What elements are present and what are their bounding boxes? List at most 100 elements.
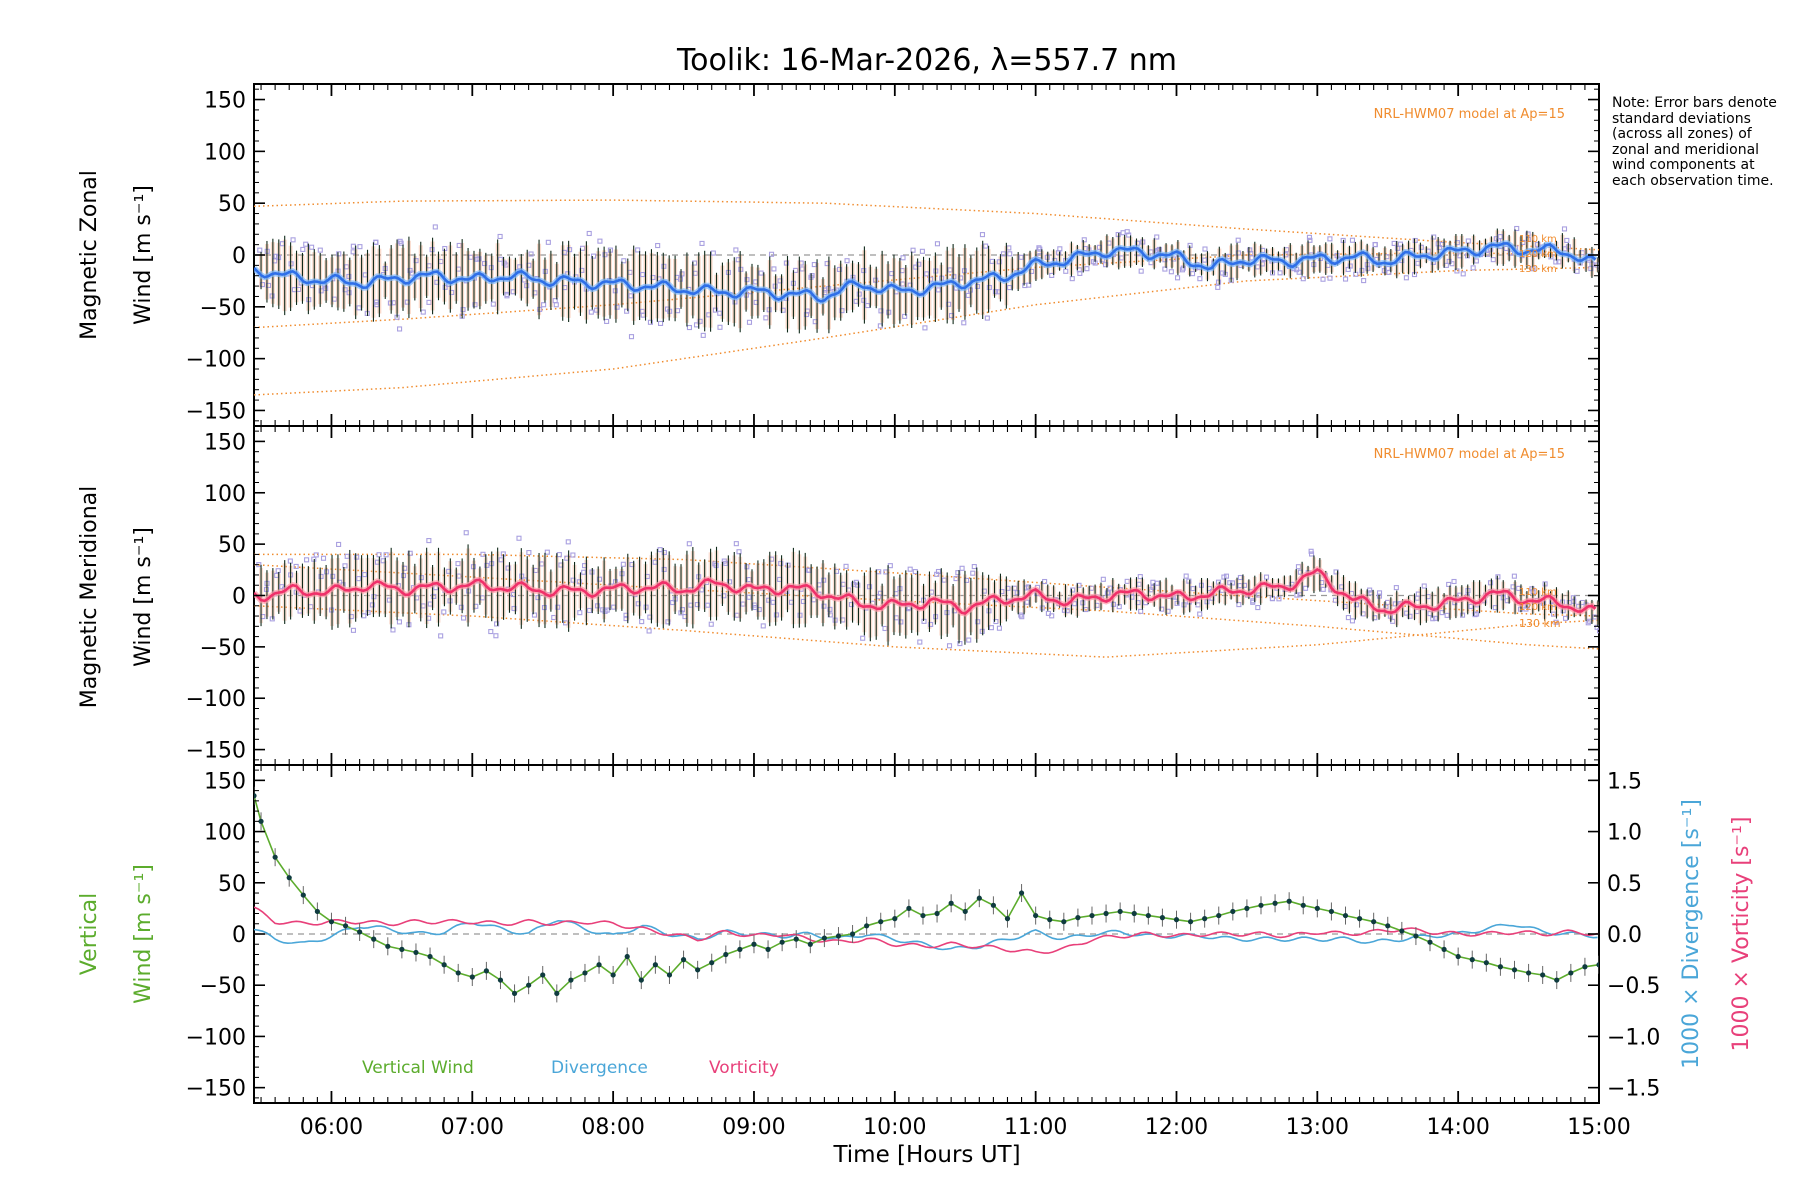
vertical-wind-point xyxy=(1314,905,1320,911)
zone-point xyxy=(1525,236,1531,243)
vorticity-line xyxy=(254,906,1598,954)
zone-point xyxy=(1446,581,1452,587)
zone-point xyxy=(621,258,627,264)
vertical-wind-point xyxy=(554,990,560,997)
zone-point xyxy=(526,550,532,556)
zone-point xyxy=(479,595,486,601)
zone-point xyxy=(1049,613,1055,619)
zone-point xyxy=(441,609,447,615)
zone-point xyxy=(1277,270,1283,276)
y-tick-label: 50 xyxy=(218,872,246,897)
zone-point xyxy=(426,299,432,305)
y-tick-label: −100 xyxy=(186,348,246,373)
meridional-model-alt-120: 120 km xyxy=(1519,602,1557,613)
zone-point xyxy=(531,612,538,618)
vertical-wind-point xyxy=(1497,964,1504,970)
zone-point xyxy=(1189,271,1196,277)
vertical-wind-point xyxy=(610,972,616,978)
y-tick-label: −150 xyxy=(186,399,246,424)
zone-point xyxy=(916,261,922,267)
zone-point xyxy=(620,561,626,567)
chart-title: Toolik: 16-Mar-2026, λ=557.7 nm xyxy=(676,43,1177,78)
vertical-wind-point xyxy=(1371,919,1377,925)
zone-point xyxy=(604,607,610,613)
zone-point xyxy=(369,602,375,608)
zone-point xyxy=(474,256,480,262)
zone-point xyxy=(1302,585,1309,591)
vertical-wind-point xyxy=(1089,912,1095,919)
zone-point xyxy=(463,530,469,536)
vertical-wind-point xyxy=(441,962,447,968)
vertical-wind-point xyxy=(1258,902,1264,908)
zone-point xyxy=(1168,269,1174,275)
zone-point xyxy=(565,539,571,545)
zone-point xyxy=(661,549,667,556)
zone-point xyxy=(317,247,323,253)
zone-point xyxy=(539,561,545,567)
zone-point xyxy=(480,551,486,557)
zone-point xyxy=(882,625,888,632)
x-tick-label: 13:00 xyxy=(1286,1115,1349,1140)
zone-point xyxy=(733,247,739,253)
zone-point xyxy=(279,584,285,590)
zone-point xyxy=(1183,573,1189,579)
zone-point xyxy=(1345,266,1351,273)
zone-point xyxy=(1124,578,1130,584)
zone-point xyxy=(811,262,817,268)
zone-point xyxy=(677,276,684,282)
zone-point xyxy=(612,288,618,294)
zonal-model-alt-120: 120 km xyxy=(1519,249,1557,260)
zone-point xyxy=(350,627,357,633)
zone-point xyxy=(1120,230,1126,236)
zone-point xyxy=(586,230,592,237)
vertical-ylabel-top: Vertical xyxy=(77,893,102,975)
vertical-wind-point xyxy=(709,960,715,966)
zone-point xyxy=(309,244,315,250)
zone-point xyxy=(1308,551,1315,557)
zone-point xyxy=(1349,237,1356,243)
zone-point xyxy=(1511,573,1517,579)
vertical-wind-point xyxy=(1244,905,1250,911)
vertical-wind-point xyxy=(1131,910,1137,917)
zone-point xyxy=(1014,590,1020,596)
zone-point xyxy=(1372,242,1378,248)
zone-point xyxy=(1588,266,1594,272)
y-tick-label: 0 xyxy=(232,585,246,610)
zone-point xyxy=(744,277,750,283)
zone-point xyxy=(821,577,827,583)
zone-point xyxy=(910,247,916,253)
vertical-wind-point xyxy=(1300,902,1306,908)
zone-point xyxy=(624,308,630,314)
zone-point xyxy=(1470,265,1476,271)
zone-point xyxy=(1263,574,1270,580)
zone-point xyxy=(1026,282,1032,288)
zone-point xyxy=(1255,605,1261,611)
x-tick-label: 11:00 xyxy=(1004,1115,1067,1140)
vertical-wind-line xyxy=(254,795,1599,995)
zone-point xyxy=(567,247,573,253)
vertical-wind-point xyxy=(1342,912,1349,919)
vertical-wind-point xyxy=(1525,970,1532,976)
zone-point xyxy=(744,564,750,570)
zone-point xyxy=(1202,257,1208,263)
zonal-ylabel-top: Magnetic Zonal xyxy=(77,170,102,340)
zone-point xyxy=(971,564,977,570)
zone-point xyxy=(438,633,444,639)
vertical-wind-point xyxy=(779,939,785,945)
zone-point xyxy=(1320,276,1326,282)
zone-point xyxy=(766,307,772,313)
vertical-wind-point xyxy=(300,892,306,898)
zone-point xyxy=(614,304,620,310)
zone-point xyxy=(269,616,275,622)
vertical-wind-point xyxy=(1483,960,1489,966)
zone-point xyxy=(1138,608,1144,614)
zone-point xyxy=(269,293,275,299)
zone-point xyxy=(330,573,336,579)
vertical-wind-point xyxy=(990,902,996,908)
legend-divergence: Divergence xyxy=(551,1058,648,1078)
zone-point xyxy=(827,606,833,612)
y-tick-label: 100 xyxy=(204,482,246,507)
zone-point xyxy=(537,306,543,312)
zone-point xyxy=(576,579,582,585)
x-tick-label: 10:00 xyxy=(863,1115,926,1140)
